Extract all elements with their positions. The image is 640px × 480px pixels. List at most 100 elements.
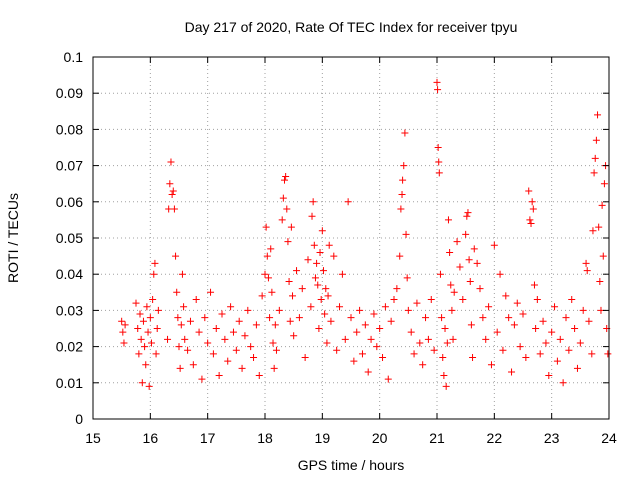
data-point bbox=[268, 288, 276, 296]
data-point bbox=[229, 328, 237, 336]
data-point bbox=[169, 187, 177, 195]
data-point bbox=[181, 335, 189, 343]
data-point bbox=[529, 205, 537, 213]
data-point bbox=[464, 209, 472, 217]
data-point bbox=[310, 241, 318, 249]
data-point bbox=[539, 317, 547, 325]
y-axis-label: ROTI / TECUs bbox=[5, 193, 21, 283]
data-point bbox=[263, 252, 271, 260]
data-point bbox=[227, 303, 235, 311]
data-point bbox=[598, 201, 606, 209]
data-point bbox=[147, 339, 155, 347]
data-point bbox=[433, 78, 441, 86]
data-point bbox=[241, 332, 249, 340]
data-point bbox=[583, 267, 591, 275]
data-point bbox=[585, 317, 593, 325]
data-point bbox=[469, 353, 477, 361]
data-point bbox=[192, 296, 200, 304]
data-point bbox=[487, 361, 495, 369]
data-point bbox=[470, 245, 478, 253]
data-point bbox=[173, 288, 181, 296]
data-point bbox=[279, 194, 287, 202]
data-point bbox=[463, 212, 471, 220]
data-point bbox=[449, 335, 457, 343]
data-point bbox=[266, 314, 274, 322]
data-point bbox=[258, 292, 266, 300]
data-point bbox=[361, 321, 369, 329]
data-point bbox=[404, 306, 412, 314]
y-tick-label: 0.05 bbox=[56, 230, 83, 246]
x-tick-label: 24 bbox=[601, 430, 617, 446]
data-point bbox=[164, 335, 172, 343]
data-point bbox=[370, 310, 378, 318]
data-point bbox=[485, 303, 493, 311]
data-point bbox=[323, 339, 331, 347]
data-point bbox=[568, 296, 576, 304]
data-point bbox=[397, 205, 405, 213]
data-point bbox=[381, 303, 389, 311]
y-tick-label: 0 bbox=[75, 411, 83, 427]
data-point bbox=[315, 325, 323, 332]
data-point bbox=[218, 310, 226, 318]
data-point bbox=[314, 281, 322, 289]
x-tick-label: 19 bbox=[315, 430, 331, 446]
data-point bbox=[344, 198, 352, 206]
data-point bbox=[189, 361, 197, 369]
data-point bbox=[186, 317, 194, 325]
data-point bbox=[422, 314, 430, 322]
data-point bbox=[215, 372, 223, 380]
data-point bbox=[548, 328, 556, 336]
data-point bbox=[384, 375, 392, 383]
data-point bbox=[526, 216, 534, 224]
data-point bbox=[364, 368, 372, 376]
data-point bbox=[536, 350, 544, 358]
data-point bbox=[438, 314, 446, 322]
data-point bbox=[447, 281, 455, 289]
data-point bbox=[441, 325, 449, 332]
data-point bbox=[318, 227, 326, 235]
data-point bbox=[444, 216, 452, 224]
x-axis-label: GPS time / hours bbox=[298, 457, 405, 473]
data-point bbox=[285, 277, 293, 285]
data-point bbox=[267, 245, 275, 253]
data-point bbox=[271, 321, 279, 329]
data-point bbox=[473, 259, 481, 267]
data-point bbox=[307, 303, 315, 311]
data-point bbox=[198, 375, 206, 383]
data-point bbox=[594, 111, 602, 119]
data-point bbox=[152, 350, 160, 358]
data-point bbox=[262, 223, 270, 231]
data-point bbox=[476, 285, 484, 293]
data-point bbox=[212, 325, 220, 332]
y-tick-label: 0.1 bbox=[64, 49, 84, 65]
data-point bbox=[533, 296, 541, 304]
data-point bbox=[448, 306, 456, 314]
data-point bbox=[311, 274, 319, 282]
data-point bbox=[298, 285, 306, 293]
data-point bbox=[201, 314, 209, 322]
data-point bbox=[434, 144, 442, 151]
data-point bbox=[250, 353, 258, 361]
data-point bbox=[510, 321, 518, 329]
data-point bbox=[255, 372, 263, 380]
y-tick-label: 0.09 bbox=[56, 85, 83, 101]
data-point bbox=[247, 343, 255, 351]
data-point bbox=[502, 292, 510, 300]
data-point bbox=[235, 317, 243, 325]
y-tick-label: 0.08 bbox=[56, 121, 83, 137]
data-point bbox=[466, 277, 474, 285]
data-point bbox=[313, 259, 321, 267]
data-point bbox=[184, 346, 192, 354]
data-point bbox=[436, 270, 444, 278]
data-point bbox=[600, 180, 608, 188]
data-point bbox=[149, 296, 157, 304]
x-tick-label: 18 bbox=[257, 430, 273, 446]
x-tick-label: 15 bbox=[85, 430, 101, 446]
data-point bbox=[530, 281, 538, 289]
data-point bbox=[599, 252, 607, 260]
data-point bbox=[493, 328, 501, 336]
data-point bbox=[571, 325, 579, 332]
data-point bbox=[367, 335, 375, 343]
data-point bbox=[410, 350, 418, 358]
x-tick-label: 17 bbox=[200, 430, 216, 446]
